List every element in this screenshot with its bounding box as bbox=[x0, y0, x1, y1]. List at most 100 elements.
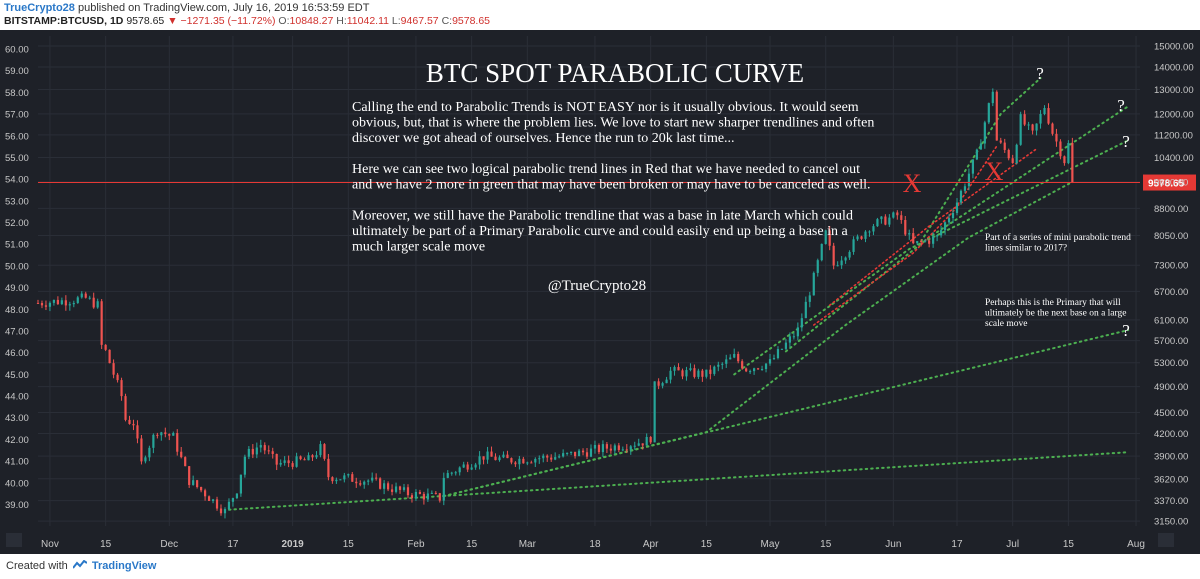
candle bbox=[108, 349, 111, 364]
green-trend-line[interactable] bbox=[733, 139, 1130, 376]
candle bbox=[892, 211, 895, 219]
close-label: C: bbox=[441, 15, 453, 27]
author-name[interactable]: TrueCrypto28 bbox=[4, 2, 75, 14]
candle bbox=[558, 454, 561, 459]
right-axis-tick: 9600.00 bbox=[1154, 177, 1188, 188]
candle bbox=[896, 210, 899, 220]
right-axis-tick: 5700.00 bbox=[1154, 336, 1188, 347]
candle bbox=[689, 363, 692, 372]
green-trend-line[interactable] bbox=[920, 77, 1042, 243]
x-axis-tick: Dec bbox=[160, 539, 178, 550]
green-trend-line[interactable] bbox=[228, 451, 1130, 511]
candle bbox=[550, 454, 553, 462]
chart-svg[interactable]: 9578.65 15000.00 14000.00 13000.00 12000.00… bbox=[0, 30, 1200, 554]
left-axis-tick: 45.00 bbox=[5, 370, 29, 381]
candle bbox=[1063, 155, 1066, 166]
x-axis-tick: Feb bbox=[407, 539, 425, 550]
candle bbox=[585, 448, 589, 460]
candle bbox=[307, 452, 310, 461]
candle bbox=[1043, 105, 1046, 116]
candle bbox=[856, 234, 859, 241]
right-axis-tick: 7300.00 bbox=[1154, 261, 1188, 272]
candle bbox=[920, 239, 923, 247]
candle bbox=[573, 451, 577, 459]
candle bbox=[756, 367, 760, 370]
candle bbox=[247, 446, 250, 460]
chart-header: TrueCrypto28 published on TradingView.co… bbox=[0, 0, 1200, 30]
right-axis-tick: 3150.00 bbox=[1154, 517, 1188, 528]
candle bbox=[207, 495, 211, 501]
candle bbox=[597, 443, 601, 455]
candle bbox=[677, 363, 680, 371]
candle bbox=[955, 198, 959, 216]
candle bbox=[733, 348, 736, 359]
right-axis-tick: 3370.00 bbox=[1154, 496, 1188, 507]
down-arrow-icon: ▼ bbox=[167, 15, 178, 27]
candle bbox=[100, 299, 103, 350]
candle bbox=[601, 440, 605, 457]
left-axis-tick: 39.00 bbox=[5, 500, 29, 511]
left-axis-tick: 42.00 bbox=[5, 435, 29, 446]
right-axis-tick: 10400.00 bbox=[1154, 153, 1194, 164]
candle bbox=[402, 483, 406, 492]
chart-area[interactable]: 9578.65 15000.00 14000.00 13000.00 12000.00… bbox=[0, 30, 1200, 554]
candle bbox=[593, 440, 597, 454]
right-axis-tick: 5300.00 bbox=[1154, 358, 1188, 369]
candle bbox=[868, 230, 871, 237]
candle bbox=[510, 457, 513, 465]
candle bbox=[760, 365, 764, 371]
candle bbox=[780, 348, 784, 350]
x-axis-tick: 15 bbox=[820, 539, 832, 550]
tradingview-brand[interactable]: TradingView bbox=[91, 560, 157, 572]
candle bbox=[386, 481, 390, 492]
x-axis-tick: 15 bbox=[1063, 539, 1075, 550]
candle bbox=[1035, 123, 1038, 136]
candle bbox=[542, 453, 545, 463]
candle bbox=[367, 479, 370, 486]
candle bbox=[215, 496, 219, 511]
candle bbox=[518, 455, 521, 470]
candle bbox=[1003, 138, 1006, 153]
candle bbox=[514, 461, 517, 467]
right-axis-tick: 11200.00 bbox=[1154, 130, 1193, 141]
candle bbox=[271, 447, 274, 459]
candle bbox=[705, 369, 708, 379]
close-value: 9578.65 bbox=[452, 15, 491, 27]
candle bbox=[951, 208, 955, 224]
red-trend-line[interactable] bbox=[828, 148, 1038, 307]
candle bbox=[466, 461, 469, 473]
settings-toggle-icon[interactable] bbox=[1158, 533, 1174, 547]
candle bbox=[275, 453, 278, 471]
candle bbox=[884, 214, 887, 226]
candle bbox=[168, 433, 171, 441]
green-trend-line[interactable] bbox=[442, 180, 1074, 498]
left-axis-tick: 59.00 bbox=[5, 66, 29, 77]
candle bbox=[717, 361, 720, 372]
left-axis-tick: 44.00 bbox=[5, 392, 29, 403]
symbol-label: BITSTAMP:BTCUSD, 1D bbox=[4, 15, 124, 27]
candle bbox=[697, 368, 700, 380]
right-axis-tick: 3620.00 bbox=[1154, 474, 1188, 485]
right-axis-tick: 6700.00 bbox=[1154, 287, 1188, 298]
candle bbox=[418, 489, 422, 495]
x-axis-tick: 15 bbox=[100, 539, 112, 550]
candle bbox=[383, 480, 386, 495]
candle bbox=[840, 256, 843, 269]
candle bbox=[128, 415, 131, 425]
candle bbox=[263, 442, 266, 455]
last-price: 9578.65 bbox=[126, 15, 165, 27]
candle bbox=[633, 441, 636, 450]
candle bbox=[96, 298, 99, 309]
candle bbox=[999, 137, 1002, 144]
candle bbox=[379, 477, 382, 490]
candle bbox=[351, 472, 354, 482]
left-axis-tick: 50.00 bbox=[5, 261, 29, 272]
description-paragraph: Calling the end to Parabolic Trends is N… bbox=[352, 100, 874, 146]
candle bbox=[649, 435, 652, 444]
layout-toggle-icon[interactable] bbox=[6, 533, 22, 547]
candle bbox=[223, 507, 227, 519]
candle bbox=[947, 214, 951, 226]
candle bbox=[554, 452, 557, 461]
candle bbox=[44, 300, 48, 311]
candle bbox=[279, 459, 282, 467]
